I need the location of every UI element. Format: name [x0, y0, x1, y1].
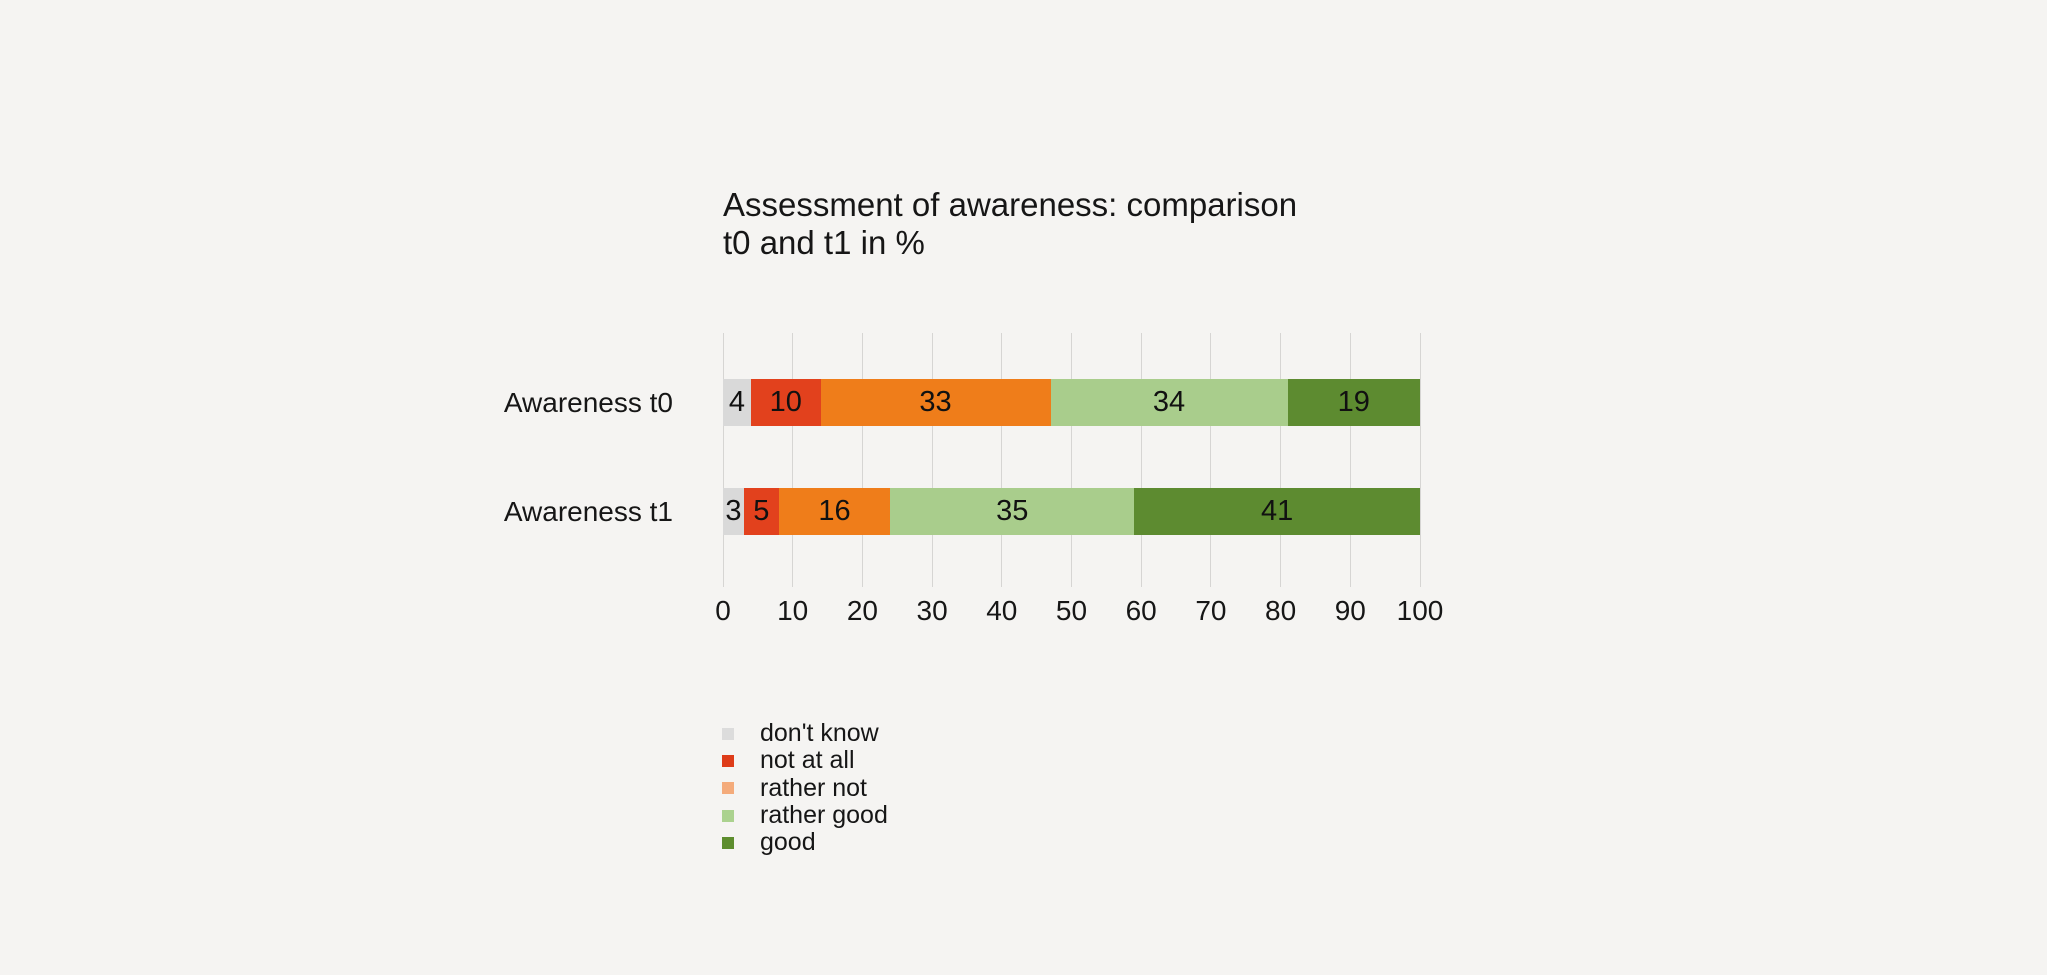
gridline	[1349, 333, 1351, 587]
bar-segment: 10	[750, 379, 821, 426]
bar-segment: 33	[820, 379, 1051, 426]
chart-title-line-1: Assessment of awareness: comparison	[723, 186, 1298, 223]
bar-segment-label: 16	[818, 495, 851, 527]
bar-segment-label: 3	[725, 495, 742, 527]
row-label: Awareness t0	[503, 387, 673, 418]
legend-swatch	[722, 782, 734, 795]
legend-label: good	[760, 828, 816, 857]
legend-item: don't know	[722, 720, 888, 747]
bar-segment-label: 35	[996, 495, 1029, 527]
bar-segment: 5	[743, 488, 779, 535]
legend-swatch	[722, 809, 734, 822]
x-tick-label: 100	[1396, 595, 1444, 626]
legend-swatch	[722, 836, 734, 849]
legend-item: rather not	[722, 773, 888, 802]
gridline	[1210, 333, 1212, 587]
x-tick-label: 90	[1334, 595, 1366, 626]
x-tick-label: 10	[777, 595, 809, 626]
x-tick-label: 0	[715, 595, 731, 626]
gridline	[1280, 333, 1282, 587]
gridline	[1071, 333, 1072, 587]
x-tick-label: 20	[846, 595, 878, 626]
bar-row: 3 5 16 35 41	[723, 488, 1420, 535]
legend-item: good	[722, 829, 888, 856]
gridline	[861, 333, 863, 587]
bar-segment-label: 41	[1260, 495, 1294, 527]
legend-swatch	[722, 754, 734, 767]
x-tick-label: 40	[986, 595, 1018, 626]
legend-label: not at all	[760, 746, 855, 775]
chart-title: Assessment of awareness: comparison t0 a…	[723, 186, 1297, 262]
gridline	[931, 333, 933, 587]
x-tick-label: 30	[916, 595, 948, 626]
gridline	[792, 333, 794, 587]
bar-segment: 41	[1134, 488, 1420, 535]
bar-segment-label: 34	[1152, 386, 1186, 418]
x-tick-label: 70	[1195, 595, 1227, 626]
chart-title-line-2: t0 and t1 in %	[723, 224, 925, 261]
x-tick-label: 80	[1265, 595, 1297, 626]
legend-item: rather good	[722, 802, 888, 829]
gridline	[1001, 333, 1003, 587]
bar-segment-label: 19	[1337, 386, 1370, 418]
bar-segment-label: 5	[753, 495, 770, 527]
bar-row: 4 10 33 34 19	[723, 379, 1420, 426]
legend-label: rather good	[760, 801, 888, 830]
legend-label: don't know	[760, 719, 879, 748]
legend-label: rather not	[760, 773, 868, 802]
x-tick-label: 50	[1055, 595, 1088, 626]
bar-segment-label: 33	[919, 386, 952, 418]
gridline	[1140, 333, 1142, 587]
bar-segment: 3	[723, 488, 744, 535]
gridline	[1419, 333, 1421, 587]
gridline	[722, 333, 724, 587]
bar-segment: 19	[1287, 379, 1420, 426]
row-label: Awareness t1	[503, 496, 673, 527]
bar-segment: 34	[1050, 379, 1288, 426]
legend-item: not at all	[722, 747, 888, 774]
legend-swatch	[722, 727, 734, 740]
bar-segment-label: 4	[728, 386, 745, 418]
bar-segment: 35	[890, 488, 1135, 535]
bar-segment: 16	[778, 488, 891, 535]
x-tick-label: 60	[1125, 595, 1157, 626]
bar-segment-label: 10	[769, 386, 802, 418]
bar-segment: 4	[723, 379, 751, 426]
legend: don't know not at all rather not rather goo…	[722, 720, 888, 856]
